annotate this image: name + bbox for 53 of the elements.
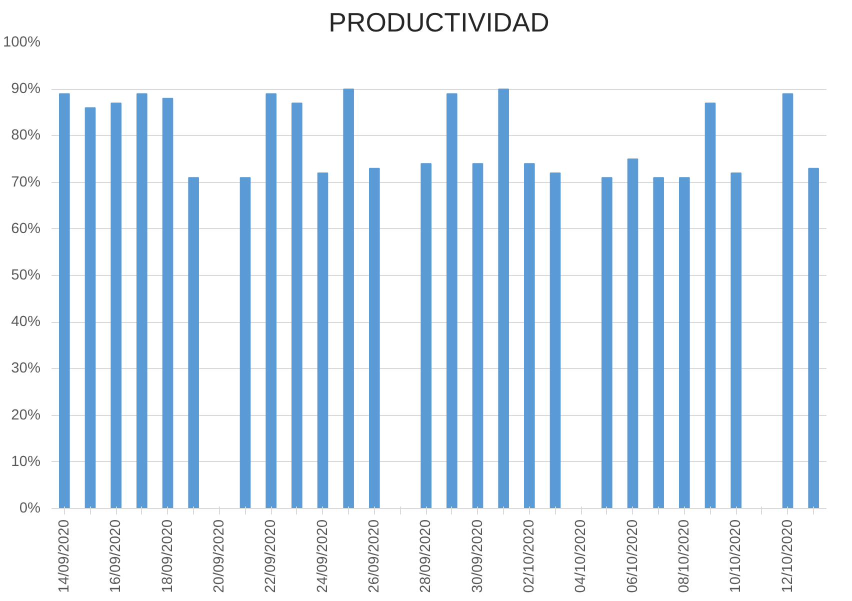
y-tick-label: 70% bbox=[11, 174, 41, 190]
y-tick-label: 90% bbox=[11, 81, 41, 98]
y-tick-label: 30% bbox=[11, 360, 41, 377]
bar bbox=[653, 177, 664, 508]
bar bbox=[162, 98, 174, 508]
x-tick-label: 08/10/2020 bbox=[676, 519, 692, 593]
bar bbox=[110, 102, 122, 508]
bar bbox=[292, 102, 302, 508]
x-tick-label: 16/09/2020 bbox=[108, 519, 124, 593]
y-tick-label: 0% bbox=[19, 500, 41, 516]
bar bbox=[59, 93, 70, 508]
x-tick-label: 04/10/2020 bbox=[573, 519, 590, 593]
y-tick-label: 80% bbox=[11, 128, 41, 144]
bar bbox=[446, 93, 458, 508]
y-tick-label: 100% bbox=[3, 34, 41, 50]
bar bbox=[343, 88, 354, 508]
x-tick-label: 30/09/2020 bbox=[470, 519, 486, 593]
x-tick-label: 18/09/2020 bbox=[160, 519, 176, 593]
bar bbox=[317, 172, 328, 508]
x-tick-label: 24/09/2020 bbox=[314, 519, 331, 593]
bar bbox=[602, 177, 612, 508]
y-tick-label: 50% bbox=[11, 268, 41, 284]
chart-title: PRODUCTIVIDAD bbox=[328, 8, 550, 38]
x-tick-label: 06/10/2020 bbox=[624, 519, 641, 593]
bar bbox=[808, 168, 819, 508]
bar bbox=[704, 102, 716, 508]
x-tick-label: 28/09/2020 bbox=[418, 519, 434, 593]
bar bbox=[369, 168, 380, 508]
bar bbox=[266, 93, 276, 508]
x-tick-label: 26/09/2020 bbox=[366, 519, 382, 593]
bar bbox=[240, 177, 251, 508]
x-tick-label: 10/10/2020 bbox=[728, 519, 744, 593]
y-tick-label: 10% bbox=[11, 454, 41, 470]
bar bbox=[679, 177, 690, 508]
y-tick-label: 40% bbox=[11, 314, 41, 330]
x-tick-label: 20/09/2020 bbox=[211, 519, 228, 593]
x-tick-label: 14/09/2020 bbox=[56, 519, 72, 593]
bar bbox=[472, 163, 484, 508]
bar bbox=[730, 172, 742, 508]
bar bbox=[136, 93, 148, 508]
bar bbox=[782, 93, 794, 508]
bar bbox=[498, 88, 509, 508]
bar bbox=[420, 163, 432, 508]
x-tick-label: 12/10/2020 bbox=[780, 519, 796, 593]
bar bbox=[84, 107, 96, 508]
bar bbox=[627, 158, 638, 508]
bar bbox=[550, 172, 561, 508]
y-tick-label: 60% bbox=[11, 220, 41, 237]
x-tick-label: 02/10/2020 bbox=[521, 519, 538, 593]
y-tick-label: 20% bbox=[11, 407, 41, 424]
bar bbox=[524, 163, 535, 508]
bar bbox=[188, 177, 199, 508]
x-tick-label: 22/09/2020 bbox=[263, 519, 280, 593]
